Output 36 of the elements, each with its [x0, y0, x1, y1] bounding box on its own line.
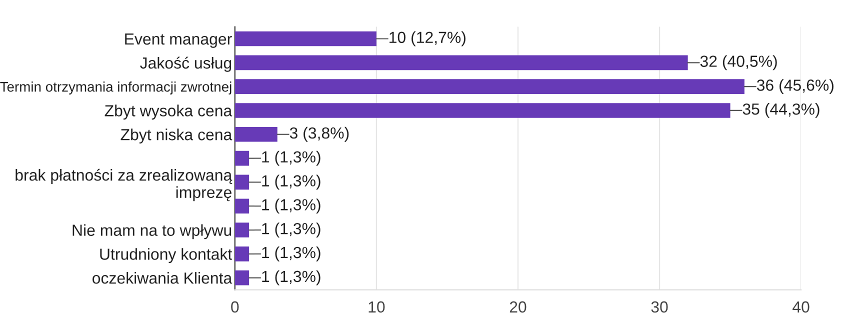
- bar: [234, 126, 278, 142]
- bar: [234, 79, 744, 94]
- data-label: 10 (12,7%): [390, 31, 466, 46]
- y-tick-label: Utrudniony kontakt: [100, 248, 232, 264]
- data-label: 3 (3,8%): [290, 126, 349, 142]
- y-tick-label: Nie mam na to wpływu: [72, 224, 232, 240]
- bar: [234, 222, 250, 238]
- x-tick-label: 10: [368, 301, 385, 313]
- y-tick-label: brak płatności za zrealizowaną imprezę: [16, 168, 232, 202]
- data-label: 1 (1,3%): [262, 222, 320, 238]
- bar: [234, 246, 250, 262]
- data-label: 1 (1,3%): [262, 198, 320, 214]
- bar: [234, 150, 250, 166]
- x-tick-label: 30: [651, 301, 668, 313]
- bar: [234, 198, 250, 214]
- bar: [234, 31, 376, 46]
- y-tick-label: Event manager: [125, 34, 232, 48]
- y-tick-label: oczekiwania Klienta: [92, 272, 232, 284]
- data-label: 36 (45,6%): [756, 79, 834, 94]
- bar: [234, 103, 730, 118]
- bar: [234, 270, 250, 286]
- bar: [234, 55, 688, 70]
- data-label: 1 (1,3%): [262, 150, 320, 166]
- x-tick-label: 0: [231, 301, 239, 313]
- data-label: 1 (1,3%): [262, 270, 320, 286]
- bar: [234, 174, 250, 190]
- y-tick-label: Jakość usług: [140, 56, 232, 72]
- data-label: 35 (44,3%): [742, 103, 820, 118]
- y-tick-label: Zbyt niska cena: [120, 128, 232, 144]
- data-label: 1 (1,3%): [262, 174, 320, 190]
- x-tick-label: 40: [792, 301, 810, 313]
- y-tick-label: Zbyt wysoka cena: [104, 104, 232, 120]
- data-label: 1 (1,3%): [262, 246, 320, 262]
- x-tick-label: 20: [510, 301, 526, 313]
- y-tick-label: Termin otrzymania informacji zwrotnej: [0, 82, 232, 94]
- data-label: 32 (40,5%): [700, 55, 777, 70]
